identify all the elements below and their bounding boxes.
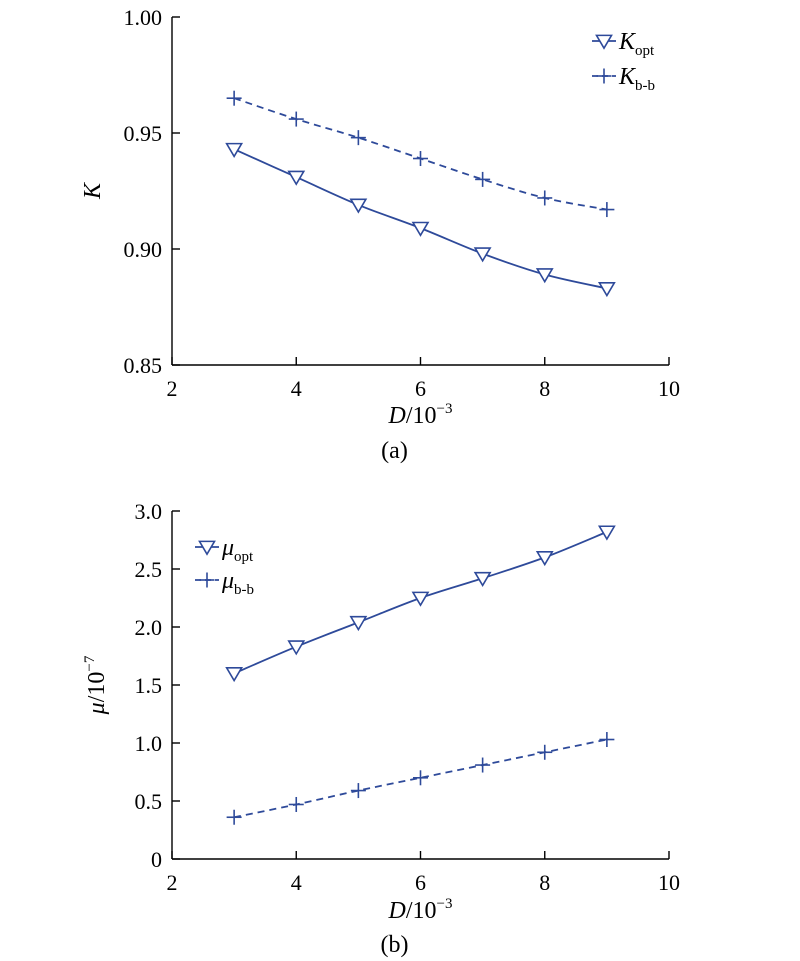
data-point-opt [225, 666, 244, 683]
data-point-opt [349, 615, 368, 632]
legend-label: μb-b [221, 568, 254, 598]
data-point-b-b [537, 744, 553, 760]
data-point-opt [597, 525, 616, 541]
data-point-b-b [350, 130, 366, 146]
x-tick-label: 6 [415, 376, 426, 401]
data-point-opt [473, 247, 492, 263]
y-axis-title: μ/10−7 [82, 655, 110, 715]
legend-label: μopt [221, 535, 254, 565]
legend-item-opt: Kopt [592, 29, 655, 59]
data-point-opt [473, 571, 492, 587]
series-line-opt [233, 148, 608, 290]
y-tick-label: 0.95 [124, 121, 163, 146]
y-tick-label: 1.00 [124, 5, 163, 30]
data-point-b-b [599, 202, 615, 218]
y-tick-label: 1.0 [135, 731, 163, 756]
legend-item-b-b: Kb-b [592, 64, 655, 94]
panel-label: (b) [381, 932, 409, 958]
series-opt [225, 525, 616, 683]
data-point-b-b [288, 796, 304, 812]
data-point-opt [411, 221, 430, 237]
data-point-b-b [226, 809, 242, 825]
x-axis-title: D/10−3 [388, 896, 453, 924]
legend: Kopt Kb-b [592, 29, 655, 94]
x-tick-label: 6 [415, 870, 426, 895]
data-point-opt [535, 268, 554, 284]
data-point-opt [287, 170, 306, 186]
y-tick-label: 2.5 [135, 557, 163, 582]
data-point-b-b [475, 757, 491, 773]
y-tick-label: 1.5 [135, 673, 163, 698]
data-point-b-b [413, 770, 428, 786]
legend-marker [596, 68, 612, 84]
legend-marker [595, 34, 613, 50]
chart-panel-b: 2 4 6 8 10 0 0.5 1.0 1.5 2.0 2.5 3.0 D/10−3 μ/10−7 (b)… [82, 499, 680, 958]
x-axis-title: D/10−3 [388, 401, 453, 429]
legend-item-opt: μopt [195, 535, 254, 565]
series-b-b [226, 90, 615, 218]
chart-panel-a: 2 4 6 8 10 0.85 0.90 0.95 1.00 D/10−3 K (a) Kopt Kb-b [80, 5, 680, 464]
y-tick-label: 0.5 [135, 789, 163, 814]
x-tick-label: 2 [167, 376, 178, 401]
legend-label: Kb-b [618, 64, 655, 94]
legend-label: Kopt [618, 29, 655, 59]
legend-item-b-b: μb-b [195, 568, 254, 598]
panel-label: (a) [381, 438, 408, 464]
legend-marker [199, 572, 215, 588]
y-axis-title: K [80, 181, 106, 200]
legend-marker [198, 540, 216, 556]
y-tick-label: 2.0 [135, 615, 163, 640]
data-point-opt [597, 282, 616, 298]
series-opt [225, 142, 616, 298]
series-b-b [226, 732, 615, 825]
data-point-opt [535, 550, 554, 567]
y-tick-label: 0.90 [124, 237, 163, 262]
x-tick-label: 8 [539, 870, 550, 895]
data-point-b-b [537, 190, 553, 206]
x-tick-label: 4 [291, 376, 302, 401]
data-point-opt [225, 142, 244, 158]
data-point-b-b [226, 90, 242, 106]
data-point-opt [349, 198, 368, 214]
data-point-b-b [413, 151, 428, 167]
x-tick-label: 10 [658, 870, 680, 895]
y-tick-label: 0.85 [124, 353, 163, 378]
data-point-b-b [475, 171, 491, 187]
x-tick-label: 4 [291, 870, 302, 895]
data-point-b-b [350, 783, 366, 799]
data-point-opt [287, 640, 306, 656]
y-tick-label: 3.0 [135, 499, 163, 524]
x-tick-label: 8 [539, 376, 550, 401]
data-point-b-b [288, 111, 304, 127]
data-point-b-b [599, 732, 615, 748]
data-point-opt [411, 591, 430, 607]
x-tick-label: 10 [658, 376, 680, 401]
y-tick-label: 0 [151, 847, 162, 872]
x-tick-label: 2 [167, 870, 178, 895]
